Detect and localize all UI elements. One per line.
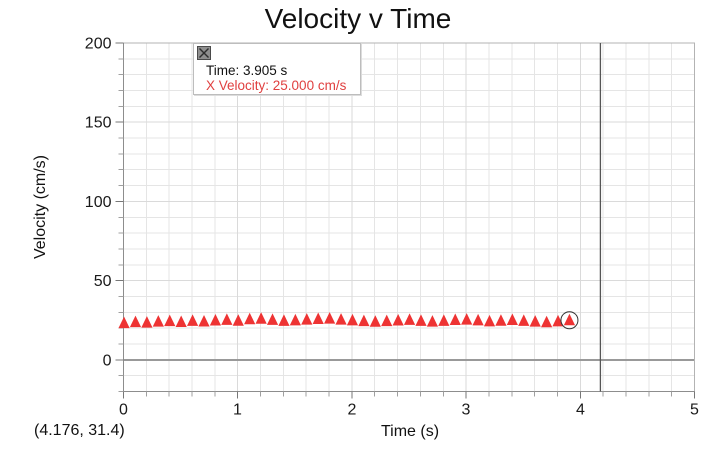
data-point-marker — [449, 313, 461, 326]
data-point-marker — [209, 314, 222, 326]
x-tick-label: 3 — [462, 402, 471, 419]
data-point-marker — [141, 316, 153, 328]
cursor-coordinates-readout: (4.176, 31.4) — [34, 422, 125, 439]
data-point-marker — [129, 315, 142, 328]
y-tick-label: 0 — [103, 353, 112, 370]
data-point-marker — [369, 315, 381, 327]
data-point-marker — [266, 313, 279, 325]
data-point-marker — [255, 312, 267, 324]
x-tick-label: 2 — [348, 402, 357, 419]
data-point-marker — [483, 314, 496, 327]
data-point-marker — [381, 314, 393, 327]
data-point-marker — [518, 314, 530, 326]
data-point-marker — [221, 313, 233, 325]
data-point-marker — [232, 314, 244, 326]
y-tick-label: 200 — [85, 36, 112, 53]
close-icon — [199, 48, 209, 58]
data-point-marker — [552, 314, 564, 327]
data-point-marker — [175, 315, 187, 327]
data-point-marker — [346, 313, 359, 326]
chart-title: Velocity v Time — [264, 3, 452, 34]
y-tick-label: 50 — [94, 273, 112, 290]
data-point-marker — [461, 313, 473, 325]
data-point-marker — [198, 314, 210, 327]
close-button[interactable] — [197, 46, 211, 60]
highlighted-point-ring — [560, 311, 579, 330]
data-point-marker — [278, 314, 290, 326]
data-point-marker — [186, 314, 199, 326]
data-point-marker — [358, 314, 370, 327]
data-point-marker — [563, 313, 576, 326]
data-point-marker — [152, 315, 164, 327]
data-point-marker — [506, 313, 518, 326]
x-tick-label: 4 — [576, 402, 585, 419]
data-point-marker — [118, 316, 130, 329]
data-point-marker — [392, 314, 404, 326]
data-point-marker — [324, 312, 336, 324]
y-tick-label: 150 — [85, 115, 112, 132]
data-point-marker — [438, 314, 450, 326]
data-point-marker — [529, 315, 541, 327]
data-point-marker — [541, 315, 553, 328]
tooltip-time-value: Time: 3.905 s — [206, 63, 288, 78]
data-point-marker — [301, 313, 313, 325]
x-tick-label: 5 — [690, 402, 699, 419]
x-axis-label: Time (s) — [380, 423, 440, 440]
tooltip-velocity-value: X Velocity: 25.000 cm/s — [206, 78, 347, 93]
data-point-marker — [415, 314, 427, 326]
data-point-marker — [244, 312, 256, 325]
examine-tooltip[interactable]: Time: 3.905 s X Velocity: 25.000 cm/s — [193, 43, 361, 95]
data-point-marker — [289, 313, 301, 326]
y-axis-label: Velocity (cm/s) — [32, 154, 49, 260]
data-point-marker — [335, 313, 347, 325]
data-point-marker — [426, 315, 439, 327]
data-point-marker — [312, 312, 324, 324]
y-tick-label: 100 — [85, 194, 112, 211]
x-tick-label: 1 — [233, 402, 242, 419]
data-point-marker — [495, 314, 507, 326]
data-point-marker — [472, 313, 484, 326]
data-point-marker — [164, 314, 176, 327]
x-tick-label: 0 — [119, 402, 128, 419]
data-point-marker — [403, 313, 416, 325]
